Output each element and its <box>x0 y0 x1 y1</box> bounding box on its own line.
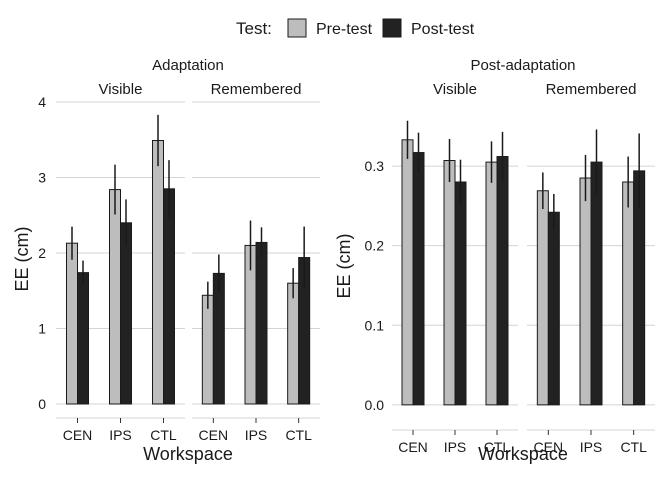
bar-post-test <box>255 241 268 405</box>
panel-title: Post-adaptation <box>470 57 575 74</box>
bar-post-test <box>163 188 175 405</box>
x-tick-label: CTL <box>484 439 511 455</box>
legend-title: Test: <box>236 19 272 38</box>
bar-pre-test <box>201 294 214 405</box>
bar-post-test <box>120 222 132 405</box>
x-tick-label: IPS <box>245 427 268 443</box>
bar-pre-test <box>109 189 121 405</box>
y-tick-label: 0.2 <box>365 238 385 254</box>
facet-visible: Visible CEN IPS CTL <box>392 81 518 455</box>
y-tick-label: 3 <box>38 170 46 186</box>
legend-label-post-test: Post-test <box>411 21 475 38</box>
legend-label-pre-test: Pre-test <box>316 21 373 38</box>
bar-post-test <box>454 181 467 406</box>
y-axis-title: EE (cm) <box>12 227 32 292</box>
panel-0: 0 1 2 3 4 Adaptation EE (cm) Workspace Visible CE… <box>12 57 320 464</box>
x-axis-title: Workspace <box>143 444 233 464</box>
panel-title: Adaptation <box>152 57 224 74</box>
bar-pre-test <box>579 177 592 406</box>
y-tick-label: 4 <box>38 94 46 110</box>
facet-remembered: Remembered CEN IPS CTL <box>192 81 320 443</box>
x-axis-title: Workspace <box>478 444 568 464</box>
y-tick-label: 1 <box>38 321 46 337</box>
x-tick-label: CTL <box>620 439 647 455</box>
bar-pre-test <box>152 140 164 405</box>
y-tick-label: 0.1 <box>365 317 385 333</box>
bar-post-test <box>547 211 560 406</box>
y-tick-label: 0 <box>38 396 46 412</box>
bar-post-test <box>496 156 509 406</box>
legend-swatch-pre-test <box>287 18 307 38</box>
y-tick-label: 2 <box>38 245 46 261</box>
facet-remembered: Remembered CEN IPS CTL <box>527 81 655 455</box>
bar-post-test <box>590 161 603 406</box>
legend-swatch-post-test <box>382 18 402 38</box>
x-tick-label: CEN <box>534 439 564 455</box>
y-tick-label: 0.0 <box>365 397 385 413</box>
y-tick-label: 0.3 <box>365 158 385 174</box>
bar-pre-test <box>66 242 78 405</box>
x-tick-label: IPS <box>580 439 603 455</box>
facet-label: Remembered <box>211 81 302 98</box>
bar-pre-test <box>536 190 549 406</box>
x-tick-label: CEN <box>63 427 93 443</box>
facet-label: Remembered <box>546 81 637 98</box>
y-axis-title: EE (cm) <box>334 234 354 299</box>
bar-post-test <box>412 152 425 406</box>
x-tick-label: IPS <box>444 439 467 455</box>
bar-pre-test <box>485 161 498 406</box>
bar-post-test <box>212 272 225 405</box>
bar-post-test <box>77 272 89 405</box>
x-tick-label: CTL <box>150 427 177 443</box>
x-tick-label: CEN <box>199 427 229 443</box>
facet-visible: Visible CEN IPS CTL <box>56 81 185 443</box>
facet-label: Visible <box>433 81 477 98</box>
bar-pre-test <box>401 139 414 406</box>
bar-pre-test <box>287 282 300 405</box>
x-tick-label: CEN <box>398 439 428 455</box>
legend: Test: Pre-test Post-test <box>236 18 475 38</box>
panel-1: 0.0 0.1 0.2 0.3 Post-adaptation EE (cm) Worksp… <box>334 57 655 464</box>
facet-label: Visible <box>99 81 143 98</box>
x-tick-label: IPS <box>109 427 132 443</box>
bar-pre-test <box>443 160 456 406</box>
x-tick-label: CTL <box>285 427 312 443</box>
bar-pre-test <box>622 181 635 406</box>
